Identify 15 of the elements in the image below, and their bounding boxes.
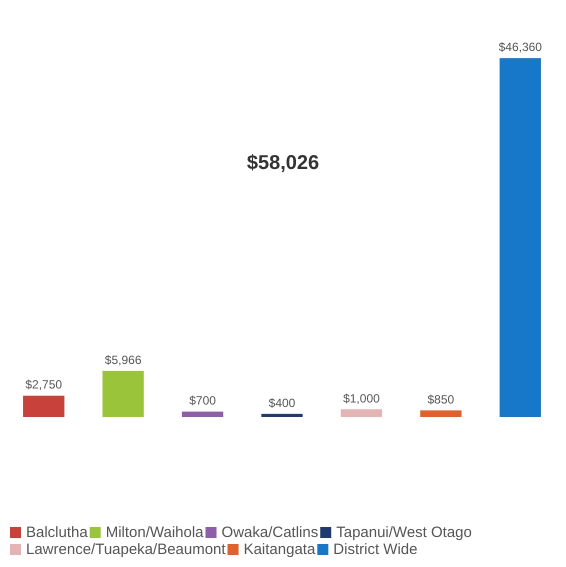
data-label: $1,000 (343, 391, 380, 406)
legend-label: Tapanui/West Otago (336, 524, 472, 541)
data-label: $850 (428, 392, 455, 406)
legend-label: Kaitangata (244, 541, 316, 558)
data-label: $700 (189, 394, 216, 408)
legend-label: Milton/Waihola (106, 524, 204, 541)
legend-label: Balclutha (26, 524, 88, 541)
legend-label: District Wide (333, 541, 418, 558)
text: $58,026 (246, 152, 320, 174)
data-label: $2,750 (25, 378, 62, 392)
data-label: $400 (268, 396, 296, 410)
data-label: $5,966 (104, 352, 142, 367)
legend-label: Lawrence/Tuapeka/Beaumont (26, 541, 226, 558)
legend-label: Owaka/Catlins (222, 524, 318, 541)
data-label: $46,360 (498, 40, 542, 54)
